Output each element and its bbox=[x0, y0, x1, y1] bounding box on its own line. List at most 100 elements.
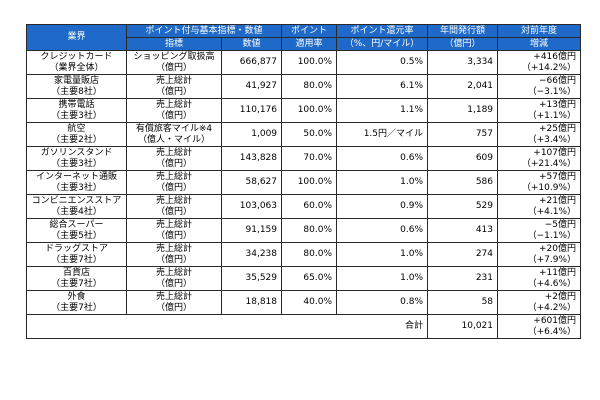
table-row: 家電量販店 （主要8社） 売上総計 （億円） 41,927 80.0% 6.1% 2… bbox=[26, 74, 582, 99]
industry-cell: ドラッグストア （主要7社） bbox=[26, 242, 127, 267]
yoy-cell: +107億円 （+21.4%） bbox=[497, 146, 582, 171]
industry-cell: クレジットカード （業界全体） bbox=[26, 50, 127, 75]
yoy-amount: +13億円 bbox=[539, 99, 577, 110]
metric-name: 売上総計 bbox=[155, 171, 192, 182]
metric-name: ショッピング取扱高 bbox=[133, 51, 215, 62]
table-row: クレジットカード （業界全体） ショッピング取扱高 （億円） 666,877 100… bbox=[26, 50, 582, 75]
return-cell: 1.0% bbox=[336, 266, 429, 291]
metric-unit: （億円） bbox=[155, 62, 192, 73]
rate-cell: 100.0% bbox=[281, 170, 338, 195]
metric-cell: 売上総計 （億円） bbox=[126, 218, 222, 243]
yoy-amount: +20億円 bbox=[539, 243, 577, 254]
return-cell: 1.5円／マイル bbox=[336, 122, 429, 147]
return-cell: 0.5% bbox=[336, 50, 429, 75]
total-yoy-cell: +601億円 （+6.4%） bbox=[497, 314, 582, 339]
industry-scope: （主要2社） bbox=[51, 134, 102, 145]
yoy-cell: +21億円 （+4.1%） bbox=[497, 194, 582, 219]
issued-cell: 2,041 bbox=[427, 74, 499, 99]
metric-unit: （億円） bbox=[155, 86, 192, 97]
metric-cell: 売上総計 （億円） bbox=[126, 98, 222, 123]
metric-unit: （億円） bbox=[155, 110, 192, 121]
metric-cell: 売上総計 （億円） bbox=[126, 242, 222, 267]
header-rate-line2: 適用率 bbox=[281, 37, 338, 51]
header-return-line2: （%、円/マイル） bbox=[336, 37, 429, 51]
table-row: ドラッグストア （主要7社） 売上総計 （億円） 34,238 80.0% 1.0%… bbox=[26, 242, 582, 267]
issued-cell: 609 bbox=[427, 146, 499, 171]
yoy-amount: +21億円 bbox=[539, 195, 577, 206]
value-cell: 1,009 bbox=[220, 122, 283, 147]
issued-cell: 757 bbox=[427, 122, 499, 147]
yoy-percent: （+4.1%） bbox=[527, 206, 577, 217]
metric-cell: 有償旅客マイル※4 （億人・マイル） bbox=[126, 122, 222, 147]
return-cell: 6.1% bbox=[336, 74, 429, 99]
industry-name: 航空 bbox=[67, 123, 86, 134]
yoy-percent: （+3.4%） bbox=[527, 134, 577, 145]
metric-unit: （億円） bbox=[155, 278, 192, 289]
industry-scope: （主要3社） bbox=[51, 182, 102, 193]
table-row: インターネット通販 （主要3社） 売上総計 （億円） 58,627 100.0% 1… bbox=[26, 170, 582, 195]
rate-cell: 80.0% bbox=[281, 218, 338, 243]
yoy-amount: +25億円 bbox=[539, 123, 577, 134]
header-yoy-line2: 増減 bbox=[497, 37, 582, 51]
industry-cell: コンビニエンスストア （主要4社） bbox=[26, 194, 127, 219]
table-row: 携帯電話 （主要3社） 売上総計 （億円） 110,176 100.0% 1.1% … bbox=[26, 98, 582, 123]
yoy-percent: （+4.2%） bbox=[527, 302, 577, 313]
industry-cell: 家電量販店 （主要8社） bbox=[26, 74, 127, 99]
yoy-amount: −5億円 bbox=[544, 219, 577, 230]
value-cell: 666,877 bbox=[220, 50, 283, 75]
industry-scope: （業界全体） bbox=[49, 62, 104, 73]
yoy-cell: −66億円 （−3.1%） bbox=[497, 74, 582, 99]
metric-name: 売上総計 bbox=[155, 243, 192, 254]
issued-cell: 529 bbox=[427, 194, 499, 219]
value-cell: 110,176 bbox=[220, 98, 283, 123]
header-yoy-line1: 対前年度 bbox=[497, 24, 582, 38]
return-cell: 0.9% bbox=[336, 194, 429, 219]
total-yoy-amount: +601億円 bbox=[533, 315, 577, 326]
industry-name: 外食 bbox=[67, 291, 86, 302]
value-cell: 41,927 bbox=[220, 74, 283, 99]
rate-cell: 100.0% bbox=[281, 98, 338, 123]
industry-name: ドラッグストア bbox=[44, 243, 108, 254]
rate-cell: 80.0% bbox=[281, 74, 338, 99]
yoy-percent: （+4.6%） bbox=[527, 278, 577, 289]
value-cell: 91,159 bbox=[220, 218, 283, 243]
metric-name: 売上総計 bbox=[155, 147, 192, 158]
total-label: 合計 bbox=[25, 314, 429, 339]
table-row: ガソリンスタンド （主要3社） 売上総計 （億円） 143,828 70.0% 0.… bbox=[26, 146, 582, 171]
point-issuance-table: 業界 ポイント付与基本指標・数値 ポイント ポイント還元率 年間発行額 対前年度… bbox=[25, 24, 582, 339]
yoy-cell: +57億円 （+10.9%） bbox=[497, 170, 582, 195]
value-cell: 58,627 bbox=[220, 170, 283, 195]
industry-cell: 総合スーパー （主要5社） bbox=[26, 218, 127, 243]
return-cell: 1.0% bbox=[336, 170, 429, 195]
total-issued: 10,021 bbox=[427, 314, 499, 339]
yoy-percent: （+10.9%） bbox=[521, 182, 577, 193]
metric-cell: 売上総計 （億円） bbox=[126, 194, 222, 219]
industry-scope: （主要4社） bbox=[51, 206, 102, 217]
metric-unit: （億円） bbox=[155, 206, 192, 217]
industry-name: コンビニエンスストア bbox=[31, 195, 122, 206]
yoy-percent: （−1.1%） bbox=[527, 230, 577, 241]
header-issued-line1: 年間発行額 bbox=[427, 24, 499, 38]
metric-unit: （億円） bbox=[155, 182, 192, 193]
industry-cell: 百貨店 （主要7社） bbox=[26, 266, 127, 291]
yoy-percent: （+21.4%） bbox=[521, 158, 577, 169]
value-cell: 34,238 bbox=[220, 242, 283, 267]
value-cell: 103,063 bbox=[220, 194, 283, 219]
yoy-percent: （+1.1%） bbox=[527, 110, 577, 121]
yoy-percent: （+14.2%） bbox=[521, 62, 577, 73]
total-yoy-percent: （+6.4%） bbox=[527, 326, 577, 337]
issued-cell: 274 bbox=[427, 242, 499, 267]
industry-scope: （主要5社） bbox=[51, 230, 102, 241]
rate-cell: 65.0% bbox=[281, 266, 338, 291]
rate-cell: 50.0% bbox=[281, 122, 338, 147]
issued-cell: 586 bbox=[427, 170, 499, 195]
yoy-cell: +2億円 （+4.2%） bbox=[497, 290, 582, 315]
metric-cell: 売上総計 （億円） bbox=[126, 74, 222, 99]
yoy-cell: +13億円 （+1.1%） bbox=[497, 98, 582, 123]
table-row: 総合スーパー （主要5社） 売上総計 （億円） 91,159 80.0% 0.6% … bbox=[26, 218, 582, 243]
issued-cell: 58 bbox=[427, 290, 499, 315]
yoy-cell: +416億円 （+14.2%） bbox=[497, 50, 582, 75]
metric-unit: （億円） bbox=[155, 302, 192, 313]
metric-unit: （億円） bbox=[155, 254, 192, 265]
header-issued-line2: （億円） bbox=[427, 37, 499, 51]
